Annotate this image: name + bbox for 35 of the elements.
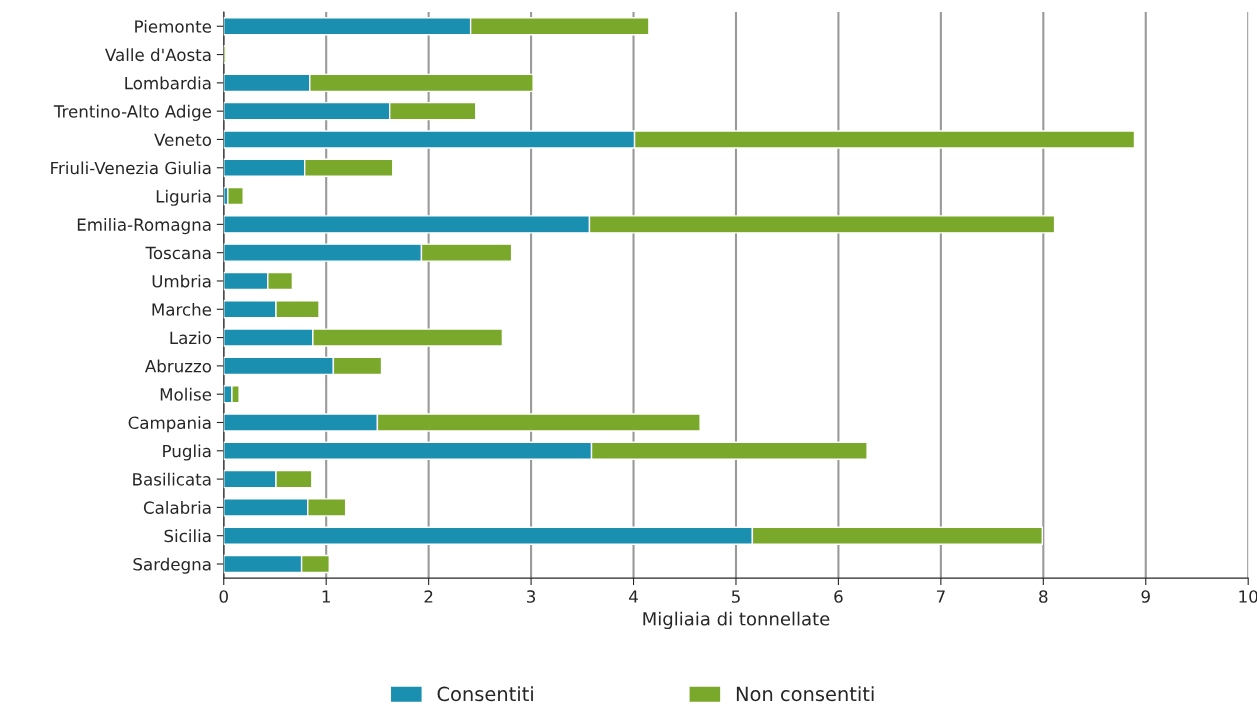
x-tick-label: 1 [322,590,330,603]
y-tick-label: Emilia-Romagna [77,218,211,235]
y-tick-label: Sardegna [133,557,211,574]
y-tick-label: Lombardia [125,76,211,90]
x-tick-label: 9 [1141,590,1150,603]
y-tick-label: Calabria [143,501,211,514]
y-tick-label: Molise [160,387,212,401]
y-tick-label: Trentino-Alto Adige [53,104,212,121]
y-tick-label: Marche [152,302,212,316]
y-tick-label: Sicilia [164,529,211,543]
x-tick-label: 5 [731,590,740,603]
x-tick-label: 3 [527,590,536,603]
y-tick-label: Veneto [154,133,212,147]
y-tick-label: Campania [128,416,211,433]
x-tick-label: 2 [424,590,433,603]
x-tick-label: 0 [219,590,228,603]
x-tick-label: 6 [834,590,843,603]
x-tick-label: 7 [936,590,945,603]
x-axis-title: Migliaia di tonnellate [643,611,830,630]
legend-label: Non consentiti [736,686,874,702]
y-tick-label: Toscana [145,246,211,260]
x-tick-label: 4 [629,590,638,603]
x-tick-label: 8 [1039,590,1048,603]
y-tick-label: Umbria [152,274,211,288]
y-tick-label: Friuli-Venezia Giulia [51,161,211,175]
y-tick-label: Piemonte [135,19,212,33]
y-tick-label: Liguria [156,189,211,206]
y-tick-label: Abruzzo [144,359,212,373]
bar [227,186,244,206]
y-tick-label: Valle d'Aosta [105,48,211,62]
y-tick-label: Lazio [170,331,212,345]
legend-label: Consentiti [437,686,533,702]
y-tick-label: Basilicata [133,472,211,486]
y-tick-label: Puglia [163,444,211,461]
x-tick-label: 10 [1239,590,1257,603]
